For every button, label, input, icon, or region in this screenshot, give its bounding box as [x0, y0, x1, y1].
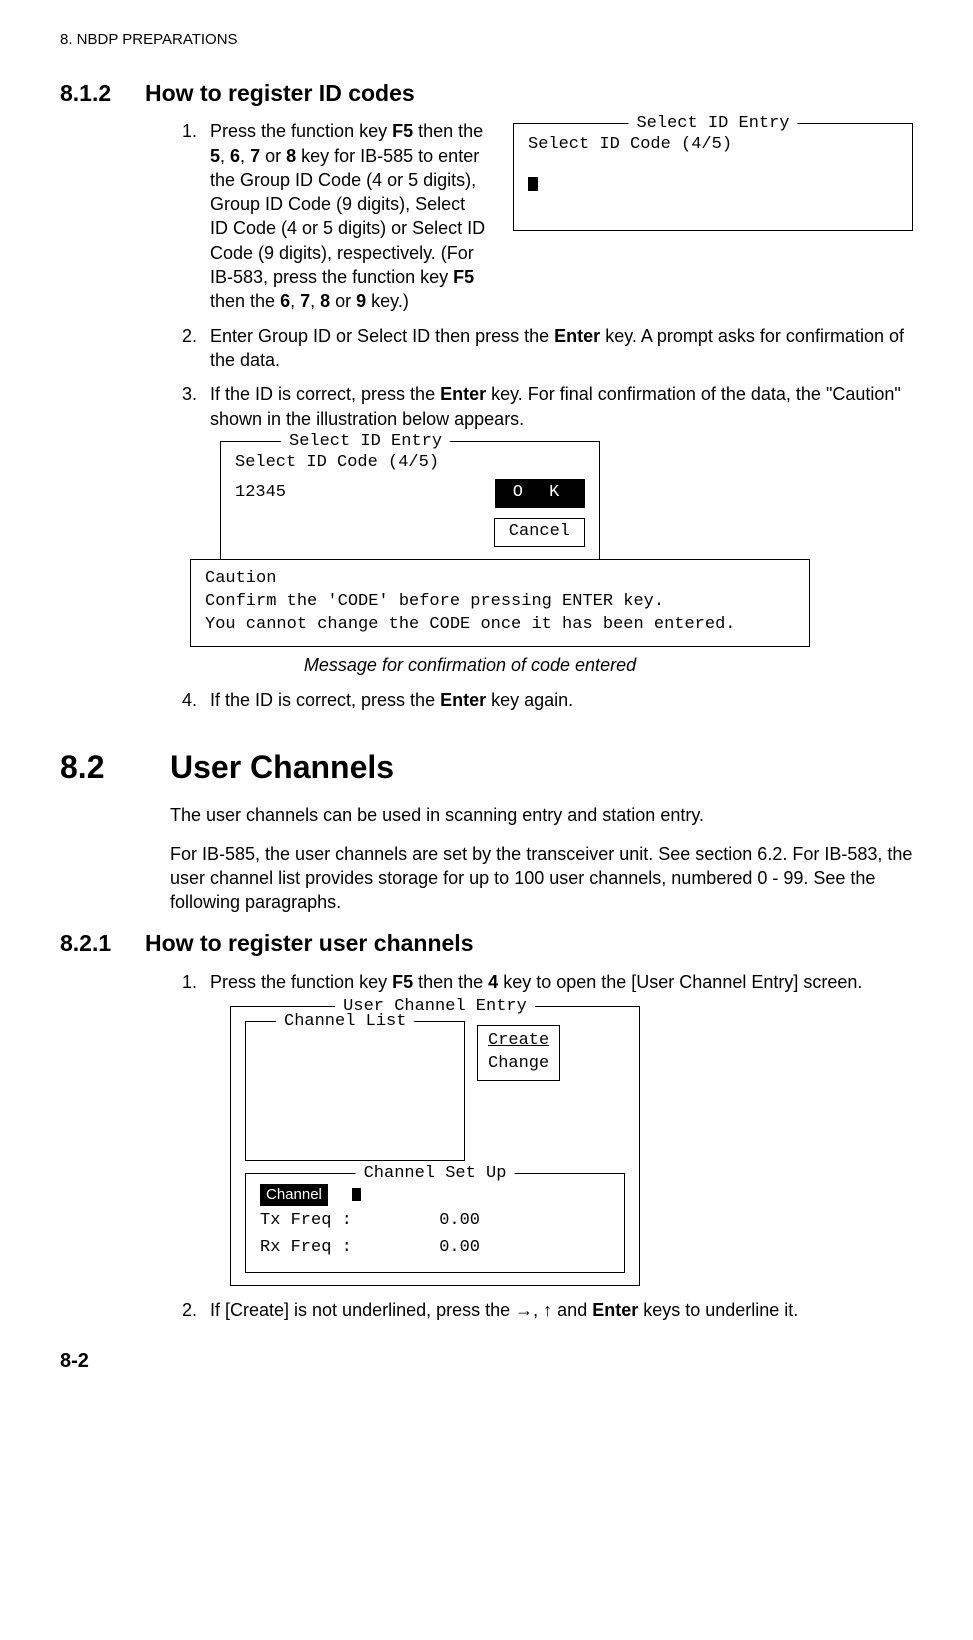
steps-821: Press the function key F5 then the 4 key… [170, 970, 913, 994]
page-number: 8-2 [60, 1348, 913, 1375]
key: 8 [320, 291, 330, 311]
confirm-line1: Select ID Code (4/5) [235, 452, 585, 475]
channel-setup-box: Channel Set Up Channel Tx Freq : 0.00 Rx… [245, 1173, 625, 1273]
p-82-1: The user channels can be used in scannin… [170, 803, 913, 827]
txt: then the [210, 291, 280, 311]
txt: key.) [366, 291, 409, 311]
sec-title: User Channels [170, 749, 394, 785]
heading-8-2-1: 8.2.1How to register user channels [60, 928, 913, 959]
confirm-code: 12345 [235, 482, 286, 505]
txt: then the [413, 121, 483, 141]
txt: key again. [486, 690, 573, 710]
key: 7 [250, 146, 260, 166]
txt: , [290, 291, 300, 311]
txt: , [310, 291, 320, 311]
box-line: Select ID Code (4/5) [528, 134, 898, 157]
box-title: Channel Set Up [356, 1163, 515, 1186]
txt: key to open the [User Channel Entry] scr… [498, 972, 862, 992]
box-title: Select ID Entry [628, 113, 797, 136]
key: F5 [392, 121, 413, 141]
key: 6 [280, 291, 290, 311]
channel-label: Channel [260, 1184, 328, 1206]
ok-button: O K [495, 479, 585, 508]
txt: then the [413, 972, 488, 992]
caution-box: Caution Confirm the 'CODE' before pressi… [190, 559, 810, 648]
channel-list-box: Channel List [245, 1021, 465, 1161]
txt: , [220, 146, 230, 166]
step-4: If the ID is correct, press the Enter ke… [202, 688, 913, 712]
key: Enter [554, 326, 600, 346]
p-82-2: For IB-585, the user channels are set by… [170, 842, 913, 915]
steps-812: Press the function key F5 then the 5, 6,… [170, 119, 913, 431]
key: F5 [453, 267, 474, 287]
key: 6 [230, 146, 240, 166]
heading-8-2: 8.2User Channels [60, 746, 913, 789]
key: 9 [356, 291, 366, 311]
cancel-button: Cancel [494, 518, 585, 547]
key: F5 [392, 972, 413, 992]
sec-title: How to register ID codes [145, 80, 415, 106]
steps-821b: If [Create] is not underlined, press the… [170, 1298, 913, 1322]
txt: key for IB-585 to enter the Group ID Cod… [210, 146, 485, 287]
key: Enter [440, 690, 486, 710]
create-label: Create [488, 1031, 549, 1050]
create-change-box: Create Change [477, 1025, 560, 1081]
heading-8-1-2: 8.1.2How to register ID codes [60, 78, 913, 109]
sec-num: 8.2.1 [60, 928, 145, 959]
txt: If the ID is correct, press the [210, 384, 440, 404]
txt: Press the function key [210, 972, 392, 992]
sec-num: 8.2 [60, 746, 170, 789]
steps-812b: If the ID is correct, press the Enter ke… [170, 688, 913, 712]
box-title: Channel List [276, 1011, 414, 1034]
select-id-entry-box: Select ID Entry Select ID Code (4/5) [513, 123, 913, 231]
page-header: 8. NBDP PREPARATIONS [60, 30, 913, 50]
cursor-icon [528, 177, 538, 191]
key: Enter [592, 1300, 638, 1320]
caution-l1: Confirm the 'CODE' before pressing ENTER… [205, 591, 795, 614]
caution-title: Caution [205, 568, 795, 591]
step-2: If [Create] is not underlined, press the… [202, 1298, 913, 1322]
txt: If the ID is correct, press the [210, 690, 440, 710]
user-channel-entry-figure: User Channel Entry Channel List Create C… [230, 1006, 640, 1286]
txt: If [Create] is not underlined, press the… [210, 1300, 592, 1320]
step1-text: Press the function key F5 then the 5, 6,… [210, 119, 487, 313]
sec-num: 8.1.2 [60, 78, 145, 109]
key: 4 [488, 972, 498, 992]
key: 8 [286, 146, 296, 166]
txt: or [330, 291, 356, 311]
key: Enter [440, 384, 486, 404]
rx-label: Rx Freq : [260, 1237, 360, 1260]
box-title: Select ID Entry [281, 431, 450, 454]
sec-title: How to register user channels [145, 930, 473, 956]
step-3: If the ID is correct, press the Enter ke… [202, 382, 913, 431]
caution-l2: You cannot change the CODE once it has b… [205, 614, 795, 637]
step-1: Press the function key F5 then the 5, 6,… [202, 119, 913, 313]
txt: , [240, 146, 250, 166]
tx-label: Tx Freq : [260, 1210, 360, 1233]
txt: Enter Group ID or Select ID then press t… [210, 326, 554, 346]
txt: Press the function key [210, 121, 392, 141]
change-label: Change [488, 1053, 549, 1076]
confirm-top-box: Select ID Entry Select ID Code (4/5) 123… [220, 441, 600, 560]
txt: or [260, 146, 286, 166]
key: 7 [300, 291, 310, 311]
key: 5 [210, 146, 220, 166]
rx-value: 0.00 [360, 1237, 480, 1260]
txt: keys to underline it. [638, 1300, 798, 1320]
step-1: Press the function key F5 then the 4 key… [202, 970, 913, 994]
confirm-figure: Select ID Entry Select ID Code (4/5) 123… [190, 441, 750, 648]
tx-value: 0.00 [360, 1210, 480, 1233]
step-2: Enter Group ID or Select ID then press t… [202, 324, 913, 373]
cursor-icon [352, 1188, 361, 1201]
fig-caption: Message for confirmation of code entered [190, 653, 750, 677]
